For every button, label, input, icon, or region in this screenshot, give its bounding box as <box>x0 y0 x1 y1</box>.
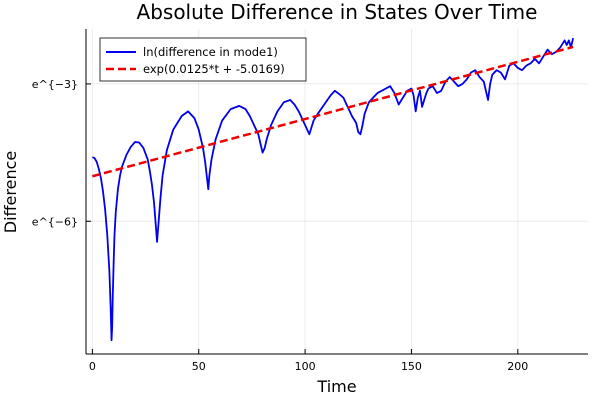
y-ticks: e^{−6} e^{−3} <box>32 78 91 228</box>
x-tick-label: 50 <box>192 360 206 373</box>
legend-label-series-1: ln(difference in mode1) <box>143 45 278 59</box>
x-tick-label: 200 <box>507 360 528 373</box>
x-axis-label: Time <box>316 377 356 396</box>
y-axis-label: Difference <box>1 151 20 233</box>
axes <box>85 29 588 355</box>
legend-box <box>99 37 307 82</box>
legend: ln(difference in mode1) exp(0.0125*t + -… <box>99 37 307 82</box>
chart-title: Absolute Difference in States Over Time <box>137 0 538 24</box>
y-tick-label: e^{−6} <box>32 215 78 228</box>
series-line-fit <box>92 45 574 178</box>
x-tick-label: 0 <box>89 360 96 373</box>
x-ticks: 0 50 100 150 200 <box>89 349 528 373</box>
series-line-mode1 <box>92 37 574 342</box>
grid-lines <box>86 29 588 354</box>
legend-label-series-2: exp(0.0125*t + -5.0169) <box>143 62 285 76</box>
y-tick-label: e^{−3} <box>32 78 78 91</box>
x-tick-label: 150 <box>401 360 422 373</box>
series-group <box>92 37 574 342</box>
x-tick-label: 100 <box>295 360 316 373</box>
